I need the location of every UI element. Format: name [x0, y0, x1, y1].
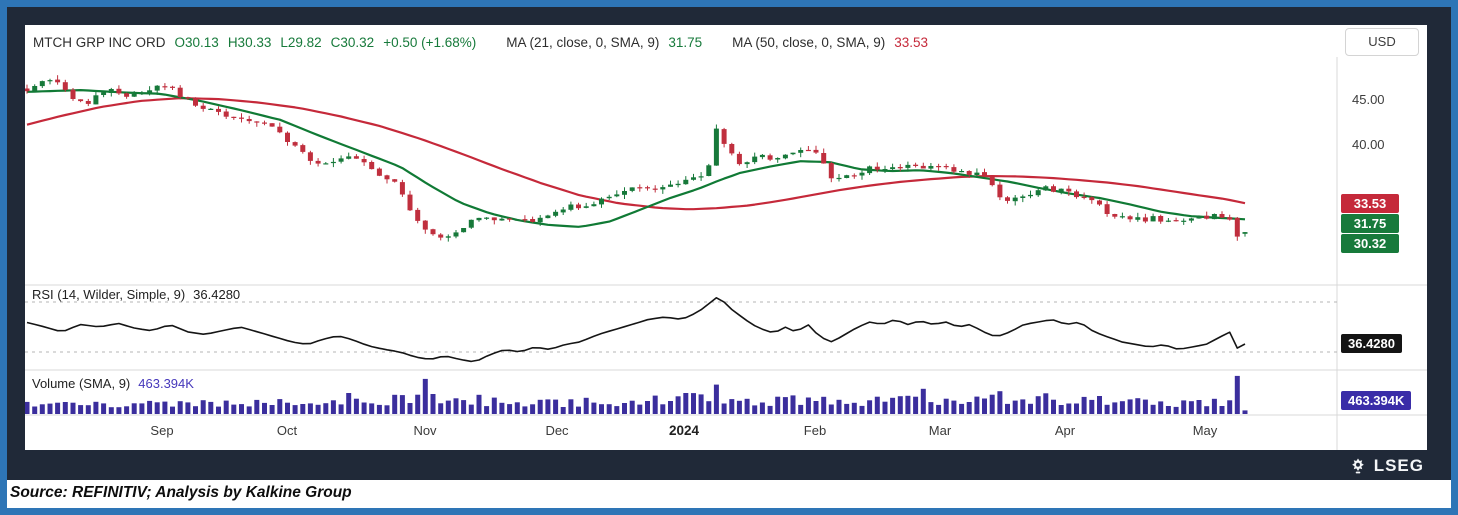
rsi-label-text: RSI (14, Wilder, Simple, 9)	[32, 287, 186, 302]
x-axis-month-label: Nov	[413, 423, 437, 438]
volume-axis-badge: 463.394K	[1341, 390, 1412, 410]
rsi-indicator-label: RSI (14, Wilder, Simple, 9) 36.4280	[32, 287, 240, 302]
ma50-label: MA (50, close, 0, SMA, 9)	[732, 34, 886, 50]
source-strip: Source: REFINITIV; Analysis by Kalkine G…	[7, 480, 1451, 508]
rsi-value: 36.4280	[193, 287, 241, 302]
chart-panel: MTCH GRP INC ORD O30.13 H30.33 L29.82 C3…	[25, 25, 1427, 450]
price-axis-badge: 31.75	[1341, 213, 1399, 233]
x-axis-month-label: Mar	[928, 423, 952, 438]
ohlc-open: O30.13	[174, 34, 219, 50]
x-axis-month-label: May	[1192, 423, 1218, 438]
lseg-logo-text: LSEG	[1373, 456, 1424, 475]
volume-label-text: Volume (SMA, 9)	[32, 376, 131, 391]
price-axis-tick-label: 40.00	[1352, 137, 1385, 152]
x-axis-month-label: Feb	[803, 423, 827, 438]
rsi-axis-badge: 36.4280	[1341, 334, 1402, 354]
ohlc-high: H30.33	[227, 34, 272, 50]
price-axis-badge: 30.32	[1341, 233, 1399, 253]
x-axis-month-label: Apr	[1054, 423, 1076, 438]
ma21-value: 31.75	[668, 34, 703, 50]
volume-value: 463.394K	[138, 376, 194, 391]
ohlc-low: L29.82	[280, 34, 322, 50]
ma21-label: MA (21, close, 0, SMA, 9)	[506, 34, 660, 50]
lseg-crest-icon	[1351, 458, 1364, 474]
instrument-name: MTCH GRP INC ORD	[33, 34, 166, 50]
x-axis-month-label: Oct	[276, 423, 298, 438]
price-chart-canvas[interactable]	[25, 25, 1427, 450]
lseg-logo: LSEG	[1349, 454, 1424, 478]
ma50-value: 33.53	[894, 34, 928, 50]
price-change: +0.50 (+1.68%)	[383, 34, 477, 50]
instrument-header: MTCH GRP INC ORD O30.13 H30.33 L29.82 C3…	[33, 33, 928, 51]
ohlc-close: C30.32	[330, 34, 375, 50]
x-axis-month-label: 2024	[668, 423, 700, 438]
source-attribution: Source: REFINITIV; Analysis by Kalkine G…	[10, 484, 352, 501]
price-axis-tick-label: 45.00	[1352, 92, 1385, 107]
volume-indicator-label: Volume (SMA, 9) 463.394K	[32, 376, 194, 391]
currency-selector[interactable]: USD	[1345, 28, 1419, 56]
x-axis-month-label: Sep	[150, 423, 174, 438]
x-axis-month-label: Dec	[545, 423, 569, 438]
price-axis-badge: 33.53	[1341, 193, 1399, 213]
